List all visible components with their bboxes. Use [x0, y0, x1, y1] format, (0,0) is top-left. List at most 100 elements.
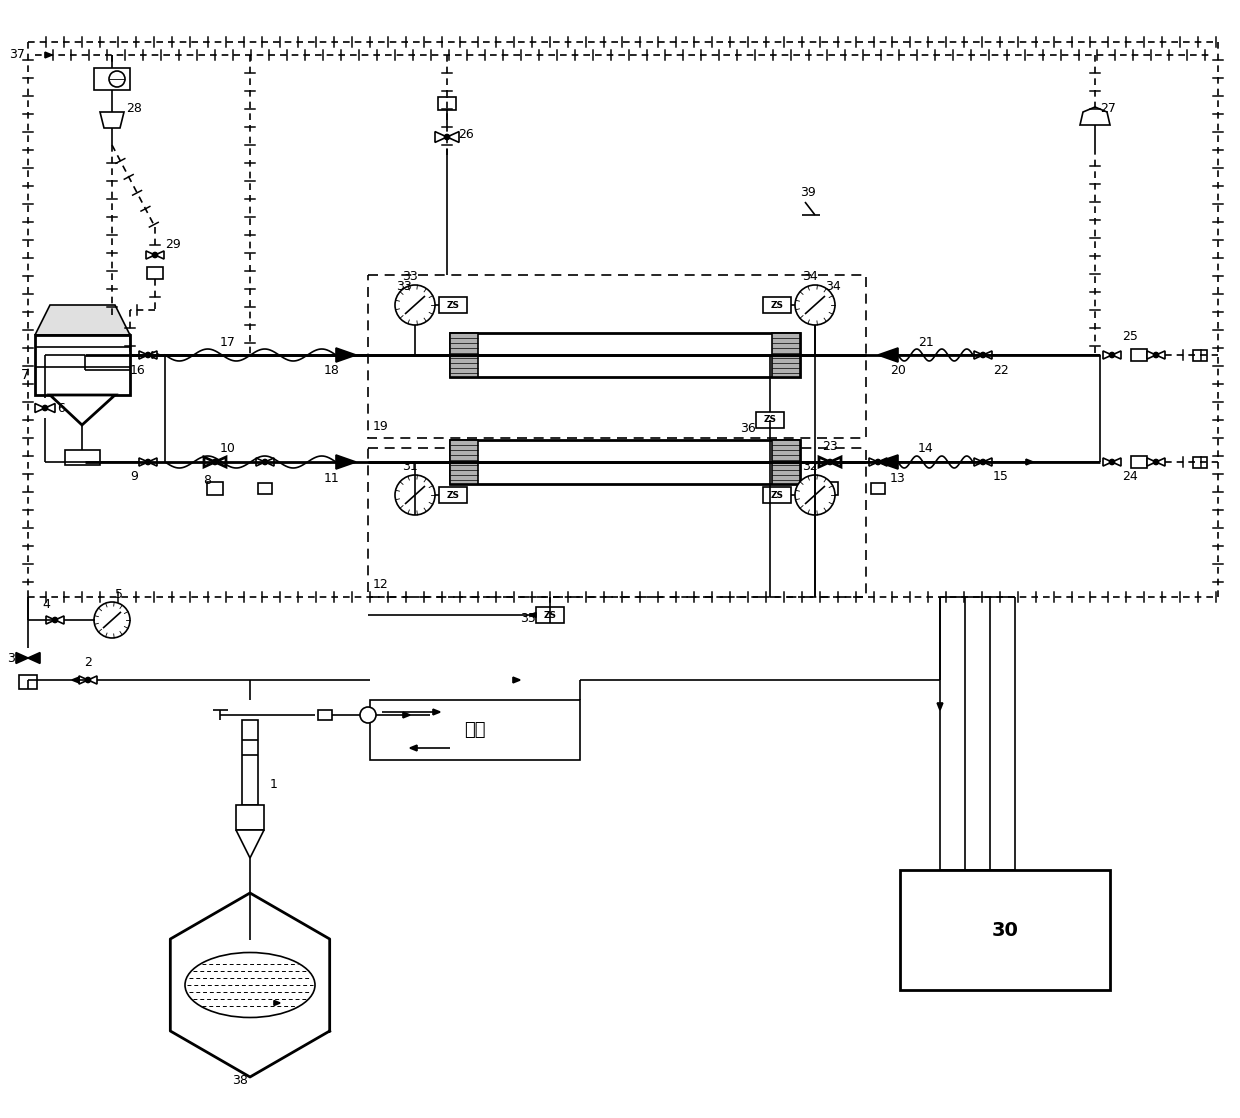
Text: 7: 7 [21, 368, 30, 382]
Text: ZS: ZS [543, 610, 557, 619]
Bar [368, 275, 866, 438]
Polygon shape [1156, 458, 1166, 466]
Polygon shape [72, 678, 79, 683]
Polygon shape [1025, 459, 1033, 465]
Polygon shape [433, 709, 440, 714]
Polygon shape [937, 703, 942, 710]
Circle shape [1153, 352, 1158, 358]
Polygon shape [16, 653, 29, 663]
Text: 17: 17 [219, 335, 236, 349]
Text: 11: 11 [324, 472, 340, 484]
Polygon shape [46, 616, 55, 624]
Bar [822, 482, 838, 494]
Bar [1193, 456, 1207, 467]
Polygon shape [403, 712, 410, 718]
Bar [536, 607, 564, 623]
Text: 19: 19 [373, 419, 389, 433]
Text: 29: 29 [165, 238, 181, 252]
Polygon shape [139, 351, 148, 359]
Bar [19, 675, 37, 689]
Text: ZS: ZS [770, 491, 784, 500]
Text: 28: 28 [126, 102, 141, 114]
Text: 22: 22 [993, 363, 1009, 377]
Text: 3: 3 [7, 652, 15, 664]
Polygon shape [1147, 351, 1156, 359]
Bar [94, 68, 130, 91]
Polygon shape [79, 676, 88, 684]
Polygon shape [529, 613, 536, 617]
Polygon shape [35, 305, 130, 335]
Polygon shape [274, 1001, 280, 1005]
Polygon shape [50, 395, 115, 425]
Circle shape [145, 459, 150, 464]
Polygon shape [410, 746, 417, 751]
Polygon shape [435, 132, 446, 142]
Text: 1: 1 [270, 778, 278, 792]
Bar [1131, 349, 1147, 361]
Text: 20: 20 [890, 364, 906, 378]
Polygon shape [1104, 351, 1112, 359]
Polygon shape [146, 250, 155, 259]
Text: ZS: ZS [764, 416, 776, 425]
Polygon shape [878, 458, 887, 466]
Polygon shape [973, 458, 983, 466]
Polygon shape [1112, 351, 1121, 359]
Bar [450, 440, 477, 484]
Text: 2: 2 [84, 656, 92, 670]
Circle shape [396, 285, 435, 325]
Text: ZS: ZS [446, 491, 460, 500]
Polygon shape [205, 457, 215, 467]
Text: 12: 12 [373, 578, 389, 591]
Text: 16: 16 [130, 363, 146, 377]
Polygon shape [1156, 351, 1166, 359]
Bar [317, 710, 332, 720]
Polygon shape [88, 676, 97, 684]
Text: 31: 31 [402, 461, 418, 474]
Circle shape [795, 285, 835, 325]
Text: 4: 4 [42, 598, 50, 612]
Text: 18: 18 [324, 364, 340, 378]
Circle shape [1110, 352, 1115, 358]
Polygon shape [878, 348, 898, 362]
Bar [1193, 350, 1207, 360]
Circle shape [145, 352, 150, 358]
Polygon shape [983, 351, 992, 359]
Polygon shape [336, 348, 356, 362]
Bar [763, 487, 791, 503]
Text: 21: 21 [918, 335, 934, 349]
Text: 33: 33 [402, 271, 418, 284]
Polygon shape [255, 458, 265, 466]
Polygon shape [818, 457, 830, 467]
Ellipse shape [185, 953, 315, 1017]
Circle shape [795, 475, 835, 515]
Circle shape [396, 475, 435, 515]
Polygon shape [100, 112, 124, 127]
Polygon shape [153, 352, 160, 358]
Bar [258, 483, 272, 493]
Polygon shape [236, 830, 264, 858]
Circle shape [1153, 459, 1158, 464]
Text: 34: 34 [802, 271, 818, 284]
Polygon shape [983, 458, 992, 466]
Polygon shape [148, 351, 157, 359]
Bar [900, 870, 1110, 991]
Circle shape [981, 459, 986, 464]
Polygon shape [869, 458, 878, 466]
Text: 25: 25 [1122, 331, 1138, 343]
Polygon shape [155, 250, 164, 259]
Circle shape [109, 72, 125, 87]
Bar [236, 805, 264, 830]
Circle shape [153, 253, 157, 257]
Text: 5: 5 [115, 588, 123, 601]
Polygon shape [973, 351, 983, 359]
Polygon shape [336, 455, 356, 468]
Text: ZS: ZS [770, 301, 784, 310]
Polygon shape [45, 53, 52, 58]
Text: 8: 8 [203, 474, 211, 486]
Bar [450, 333, 477, 377]
Polygon shape [446, 132, 459, 142]
Polygon shape [513, 678, 520, 683]
Circle shape [444, 134, 449, 140]
Text: 32: 32 [802, 461, 818, 474]
Bar [207, 482, 223, 494]
